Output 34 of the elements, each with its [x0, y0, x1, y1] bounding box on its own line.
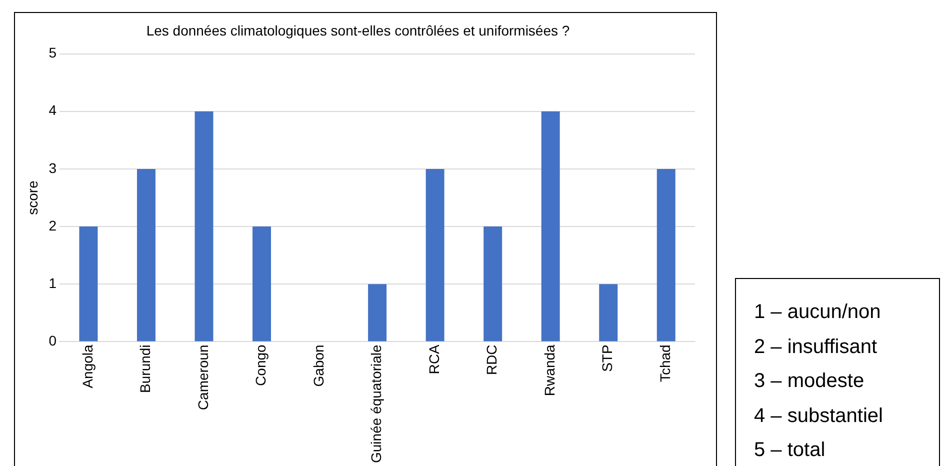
x-tick-label: Congo — [252, 344, 269, 386]
x-tick-label: Tchad — [656, 344, 673, 382]
bar — [656, 168, 676, 342]
y-tick-label: 5 — [48, 44, 57, 61]
x-tick-label: Guinée équatoriale — [368, 344, 384, 464]
bar — [136, 168, 156, 342]
x-tick-label: Angola — [79, 344, 96, 388]
text: 5 – total — [754, 438, 826, 463]
y-tick-label: 0 — [48, 332, 57, 349]
chart-title: Les données climatologiques sont-elles contrôlées et uniformisées ? — [146, 22, 570, 38]
bar — [599, 284, 618, 342]
text: 4 – substantiel — [754, 404, 884, 428]
text: 3 – modeste — [754, 369, 866, 394]
x-tick-label: Cameroun — [194, 344, 211, 410]
bar — [368, 284, 387, 342]
text: 2 – insuffisant — [754, 334, 878, 360]
x-tick-label: RCA — [426, 344, 442, 374]
y-tick-label: 3 — [48, 160, 57, 176]
y-tick-label: 1 — [48, 274, 57, 291]
x-tick-label: Gabon — [310, 344, 326, 387]
x-tick-label: RDC — [484, 344, 500, 376]
bar — [79, 226, 98, 342]
bar — [484, 226, 502, 342]
text: 1 – aucun/non — [754, 300, 882, 325]
x-tick-label: Burundi — [137, 344, 154, 393]
y-tick-label: 2 — [48, 217, 57, 234]
bar — [252, 226, 272, 342]
x-tick-label: STP — [599, 344, 616, 372]
x-tick-label: Rwanda — [541, 344, 558, 396]
y-axis-title: score — [24, 180, 40, 215]
bar — [426, 168, 444, 342]
y-tick-label: 4 — [48, 102, 57, 118]
bar — [194, 111, 214, 342]
bar — [541, 111, 560, 342]
